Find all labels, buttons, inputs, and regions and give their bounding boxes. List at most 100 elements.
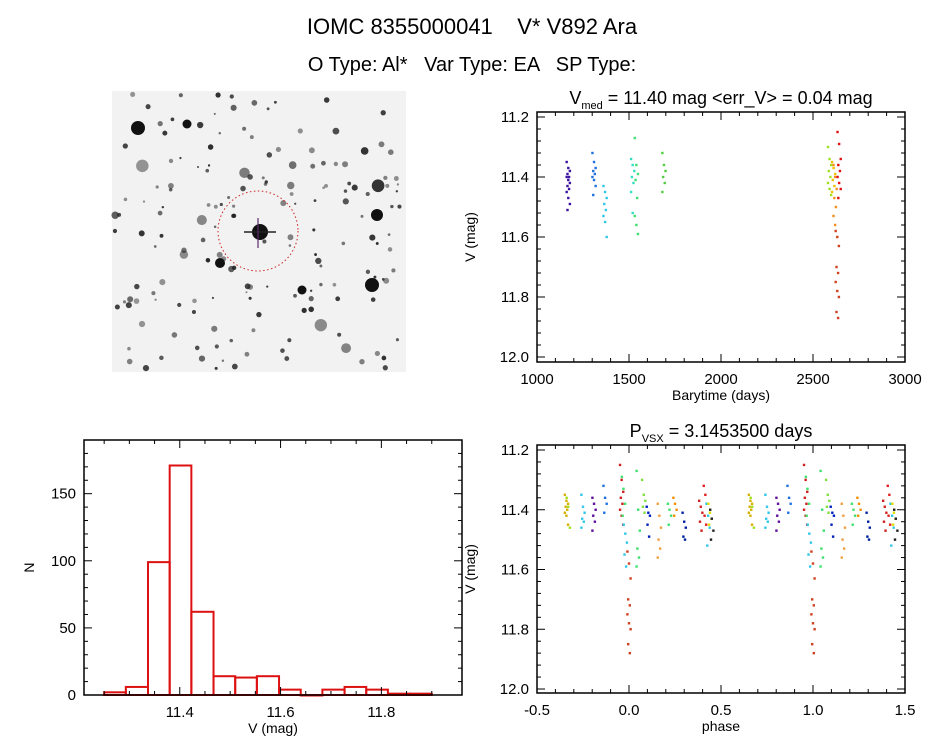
data-point: [866, 535, 869, 538]
data-point: [881, 499, 885, 502]
star: [133, 298, 140, 304]
data-point: [840, 502, 843, 505]
data-point: [836, 289, 839, 293]
data-point: [891, 523, 895, 526]
data-point: [834, 229, 837, 233]
data-point: [709, 508, 712, 511]
data-point: [749, 499, 752, 502]
data-point: [832, 166, 835, 170]
star: [214, 344, 219, 349]
histogram-bar: [321, 688, 346, 697]
data-point: [802, 463, 806, 467]
data-point: [642, 493, 645, 497]
data-point: [635, 565, 638, 568]
data-point: [701, 511, 704, 514]
data-point: [838, 169, 842, 173]
data-point: [565, 160, 568, 164]
star: [196, 215, 207, 226]
bright-star: [182, 119, 192, 129]
data-point: [563, 493, 567, 497]
star: [293, 293, 297, 298]
data-point: [594, 166, 597, 170]
x-axis-label: V (mag): [248, 720, 298, 736]
data-point: [621, 514, 624, 517]
data-point: [888, 523, 892, 526]
y-tick-label: 12.0: [500, 681, 529, 698]
data-point: [704, 493, 707, 497]
data-point: [635, 469, 638, 473]
y-tick-label: 11.6: [501, 229, 529, 246]
data-point: [602, 484, 605, 488]
data-point: [673, 502, 677, 505]
data-point: [833, 223, 837, 227]
data-point: [837, 181, 841, 185]
data-point: [709, 538, 713, 541]
data-point: [807, 553, 810, 556]
data-point: [594, 184, 597, 188]
data-point: [831, 535, 835, 538]
data-point: [667, 523, 670, 526]
data-point: [581, 517, 584, 520]
data-point: [859, 508, 862, 511]
data-point: [836, 175, 839, 179]
data-point: [749, 514, 752, 517]
data-point: [565, 499, 568, 502]
data-point: [640, 478, 644, 482]
data-point: [656, 502, 659, 505]
data-point: [697, 499, 701, 502]
data-point: [628, 651, 631, 655]
data-point: [789, 502, 792, 505]
data-point: [704, 523, 708, 526]
star: [321, 160, 326, 166]
bright-star: [131, 121, 145, 135]
star: [381, 355, 387, 361]
data-point: [892, 526, 895, 529]
plot-frame: [83, 439, 463, 696]
data-point: [887, 514, 890, 517]
star: [170, 117, 175, 122]
data-point: [893, 538, 897, 541]
star: [375, 242, 379, 245]
data-point: [664, 169, 667, 173]
star: [179, 250, 189, 259]
title-main: P: [630, 421, 642, 441]
data-point: [593, 172, 597, 176]
data-point: [594, 508, 597, 511]
data-point: [673, 514, 676, 517]
data-point: [808, 532, 811, 535]
y-tick-label: 12.0: [500, 349, 529, 366]
data-point: [635, 196, 639, 200]
star: [227, 196, 231, 200]
star: [387, 233, 391, 236]
y-tick-label: 11.6: [501, 562, 529, 579]
star: [288, 161, 297, 169]
star: [264, 180, 268, 184]
data-point: [890, 514, 894, 517]
data-point: [824, 478, 828, 482]
data-point: [707, 502, 710, 505]
data-point: [811, 598, 814, 601]
y-tick-label: 100: [51, 553, 76, 570]
data-point: [603, 190, 607, 194]
data-point: [890, 544, 893, 547]
data-point: [750, 508, 753, 511]
data-point: [563, 511, 567, 514]
star: [395, 338, 399, 342]
star: [145, 104, 151, 110]
title-subscript: VSX: [642, 433, 665, 445]
data-point: [829, 193, 833, 197]
data-point: [813, 577, 816, 580]
data-point: [776, 502, 780, 505]
data-point: [629, 628, 632, 631]
data-point: [603, 496, 607, 499]
star: [127, 346, 131, 351]
data-point: [663, 181, 666, 185]
data-point: [702, 484, 705, 488]
data-point: [627, 622, 631, 625]
star: [159, 355, 164, 361]
data-point: [826, 493, 829, 497]
data-point: [896, 529, 899, 532]
star: [387, 149, 394, 156]
star: [342, 198, 349, 205]
data-point: [656, 556, 659, 559]
